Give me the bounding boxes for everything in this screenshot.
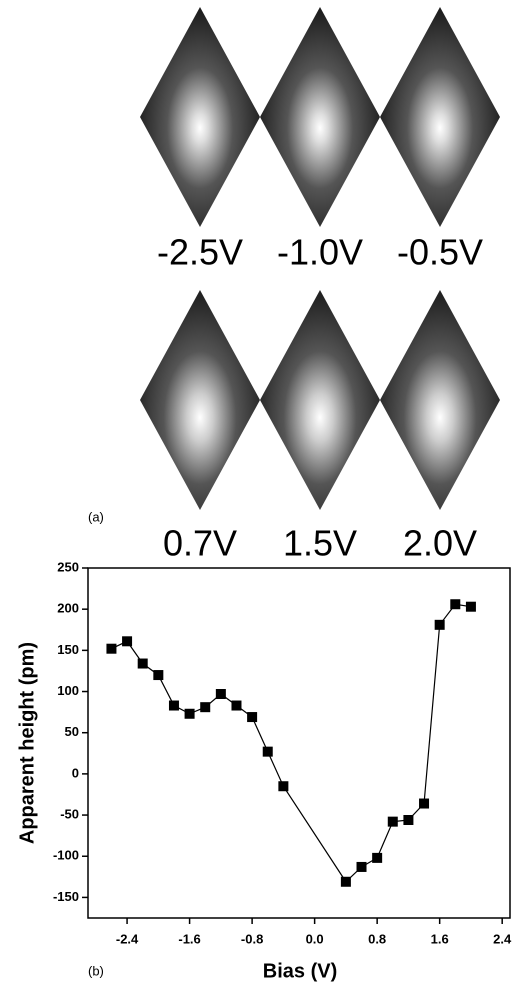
data-point (137, 658, 148, 669)
stm-image (380, 290, 500, 510)
data-point (465, 601, 476, 612)
bias-label: -2.5V (157, 232, 243, 273)
data-point (372, 852, 383, 863)
data-point (153, 670, 164, 681)
data-point (200, 702, 211, 713)
data-point (419, 798, 430, 809)
y-tick-label: 200 (57, 601, 79, 616)
bias-label: 1.5V (283, 523, 357, 564)
y-tick-label: -50 (60, 806, 79, 821)
bias-label: 2.0V (403, 523, 477, 564)
plot-frame (87, 567, 511, 919)
data-point (184, 708, 195, 719)
bias-label: -1.0V (277, 232, 363, 273)
x-tick-label: -0.8 (241, 931, 263, 946)
data-point (247, 712, 258, 723)
panel-label: (b) (88, 963, 104, 978)
data-point (387, 816, 398, 827)
x-tick-label: 2.4 (493, 931, 512, 946)
y-tick-label: 0 (72, 765, 79, 780)
x-tick-label: 1.6 (431, 931, 449, 946)
data-point (278, 781, 289, 792)
x-tick-label: 0.0 (306, 931, 324, 946)
data-point (403, 815, 414, 825)
y-tick-label: -150 (53, 889, 79, 904)
y-tick-label: -100 (53, 848, 79, 863)
stm-image (260, 290, 380, 510)
y-tick-label: 250 (57, 559, 79, 574)
x-tick-label: -1.6 (178, 931, 200, 946)
x-tick-label: -2.4 (116, 931, 139, 946)
data-point (340, 876, 351, 887)
data-line (111, 603, 472, 883)
x-tick-label: 0.8 (368, 931, 386, 946)
stm-image (380, 7, 500, 227)
data-point (434, 619, 445, 630)
stm-image (260, 7, 380, 227)
data-point (356, 861, 367, 872)
data-point (231, 700, 242, 711)
y-tick-label: 50 (65, 724, 79, 739)
data-point (215, 689, 226, 699)
y-axis-label: Apparent height (pm) (16, 642, 38, 844)
y-tick-label: 150 (57, 642, 79, 657)
data-point (262, 746, 273, 757)
stm-image (140, 7, 260, 227)
y-tick-label: 100 (57, 683, 79, 698)
data-point (122, 636, 133, 647)
data-point (168, 700, 179, 711)
panel-label: (a) (88, 509, 104, 524)
bias-label: -0.5V (397, 232, 483, 273)
bias-label: 0.7V (163, 523, 237, 564)
stm-image (140, 290, 260, 510)
data-point (106, 643, 117, 654)
data-point (450, 599, 461, 610)
x-axis-label: Bias (V) (263, 960, 337, 982)
